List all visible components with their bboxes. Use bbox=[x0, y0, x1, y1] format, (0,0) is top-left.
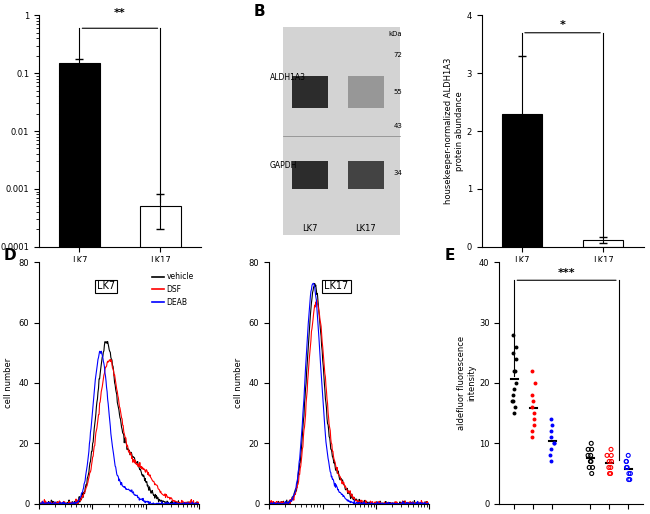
Text: LK17: LK17 bbox=[356, 224, 376, 233]
Point bbox=[625, 475, 635, 484]
Y-axis label: cell number: cell number bbox=[4, 358, 13, 408]
Point bbox=[586, 457, 596, 466]
Point bbox=[547, 421, 557, 429]
Point bbox=[527, 427, 538, 435]
Text: kDa: kDa bbox=[389, 31, 402, 37]
Point bbox=[605, 469, 616, 478]
Bar bbox=[292, 76, 328, 108]
Bar bbox=[502, 114, 542, 247]
Point bbox=[546, 445, 556, 453]
Text: B: B bbox=[253, 4, 265, 19]
Point bbox=[606, 451, 616, 460]
Point bbox=[508, 391, 519, 399]
Point bbox=[528, 397, 538, 405]
Point bbox=[585, 457, 595, 466]
Bar bbox=[348, 161, 384, 189]
Point bbox=[510, 379, 521, 387]
Point bbox=[549, 439, 560, 447]
Point bbox=[509, 409, 519, 417]
Point bbox=[511, 355, 521, 363]
Point bbox=[509, 367, 519, 375]
Text: **: ** bbox=[114, 8, 126, 18]
Point bbox=[621, 464, 632, 472]
Point bbox=[604, 457, 614, 466]
Point bbox=[604, 464, 614, 472]
Point bbox=[602, 451, 612, 460]
Point bbox=[530, 379, 540, 387]
Point bbox=[508, 331, 518, 339]
Point bbox=[528, 409, 539, 417]
Point bbox=[606, 457, 617, 466]
Point bbox=[584, 464, 595, 472]
Point bbox=[606, 464, 616, 472]
Y-axis label: aldefluor fluorescence
intensity: aldefluor fluorescence intensity bbox=[457, 336, 476, 430]
Bar bbox=[140, 206, 181, 514]
Point bbox=[546, 415, 556, 424]
Text: *: * bbox=[560, 20, 566, 30]
Point bbox=[586, 451, 596, 460]
Point bbox=[623, 475, 634, 484]
Text: LK7: LK7 bbox=[98, 282, 116, 291]
Point bbox=[586, 469, 597, 478]
Point bbox=[624, 469, 634, 478]
Y-axis label: cell number: cell number bbox=[234, 358, 243, 408]
Text: GAPDH: GAPDH bbox=[270, 161, 298, 170]
Point bbox=[623, 451, 634, 460]
Point bbox=[621, 457, 632, 466]
Point bbox=[511, 342, 521, 351]
Text: D: D bbox=[4, 248, 16, 263]
Y-axis label: housekeeper-normalized ALDH1A3
protein abundance: housekeeper-normalized ALDH1A3 protein a… bbox=[445, 58, 463, 204]
Text: LK7: LK7 bbox=[302, 224, 318, 233]
Point bbox=[622, 464, 632, 472]
Point bbox=[527, 403, 538, 411]
Point bbox=[510, 367, 520, 375]
Text: ALDH1A3: ALDH1A3 bbox=[270, 74, 306, 82]
Point bbox=[508, 397, 518, 405]
Point bbox=[586, 445, 597, 453]
Point bbox=[588, 464, 598, 472]
Legend: vehicle, DSF, DEAB: vehicle, DSF, DEAB bbox=[151, 271, 196, 308]
Point bbox=[606, 445, 616, 453]
Point bbox=[621, 457, 631, 466]
Text: 55: 55 bbox=[393, 89, 402, 95]
Point bbox=[507, 397, 517, 405]
Text: ***: *** bbox=[558, 268, 575, 279]
Text: 43: 43 bbox=[393, 123, 402, 130]
Point bbox=[583, 451, 593, 460]
Text: LK17: LK17 bbox=[324, 282, 348, 291]
Point bbox=[604, 469, 615, 478]
Point bbox=[528, 415, 539, 424]
Point bbox=[549, 439, 560, 447]
Text: C: C bbox=[420, 0, 431, 3]
Bar bbox=[348, 76, 384, 108]
Text: E: E bbox=[445, 248, 455, 263]
Point bbox=[546, 457, 556, 466]
Text: 72: 72 bbox=[393, 52, 402, 58]
Point bbox=[586, 439, 597, 447]
Point bbox=[509, 385, 519, 393]
Point bbox=[583, 445, 593, 453]
Bar bbox=[583, 240, 623, 247]
Point bbox=[526, 367, 537, 375]
Point bbox=[527, 391, 538, 399]
Point bbox=[508, 348, 518, 357]
Bar bbox=[59, 63, 99, 514]
Point bbox=[625, 469, 636, 478]
Text: 34: 34 bbox=[393, 170, 402, 176]
Bar bbox=[292, 161, 328, 189]
Point bbox=[510, 403, 521, 411]
Point bbox=[528, 421, 539, 429]
Point bbox=[545, 433, 556, 442]
Point bbox=[527, 433, 538, 442]
Point bbox=[545, 451, 555, 460]
Point bbox=[545, 427, 556, 435]
